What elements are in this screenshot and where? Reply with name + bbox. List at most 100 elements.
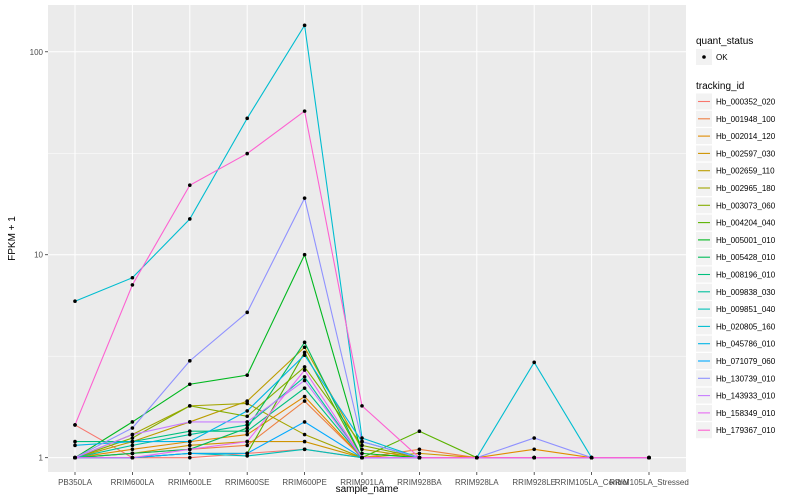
data-point [417,455,422,460]
data-point [302,252,307,257]
x-tick-label: PB350LA [58,478,92,487]
data-point [188,451,192,456]
data-point [73,423,77,427]
legend-label: Hb_002014_120 [716,132,776,141]
x-tick-label: RRIM105LA_Control [555,478,629,487]
data-point [302,365,307,369]
data-point [130,432,135,437]
plot-panel [48,5,686,472]
legend-label: OK [716,53,728,62]
legend-label: Hb_002597_030 [716,149,776,158]
data-point [302,399,307,403]
data-point [73,443,77,448]
legend: quant_status OK tracking_id Hb_000352_02… [696,36,776,439]
legend-tracking-id-items: Hb_000352_020 Hb_001948_100 Hb_002014_120 H… [696,93,776,439]
data-point [532,447,536,452]
legend-label: Hb_002965_180 [716,184,776,193]
data-point [417,429,422,434]
y-tick-label: 100 [30,48,44,57]
data-point [360,439,364,444]
data-point [188,455,192,460]
data-point [302,340,307,345]
data-point [245,439,249,444]
legend-label: Hb_002659_110 [716,167,775,176]
data-point [302,375,307,379]
data-point [302,432,307,437]
data-point [245,414,249,419]
x-tick-label: RRIM600LA [111,478,155,487]
x-tick-label: RRIM600PE [282,478,326,487]
data-point [130,275,135,280]
legend-label: Hb_158349_010 [716,409,776,418]
y-tick-label: 10 [34,251,43,260]
data-point [245,409,249,413]
data-point [130,283,135,287]
x-tick-label: RRIM901LA [340,478,384,487]
data-point [417,451,422,456]
data-point [73,455,77,460]
legend-label: Hb_005428_010 [716,253,776,262]
legend-quant-status-title: quant_status [696,36,753,47]
legend-label: Hb_003073_060 [716,201,776,210]
data-point [360,436,364,440]
data-point [302,394,307,399]
data-point [188,217,192,221]
data-point [188,183,192,188]
legend-quant-status-items: OK [696,49,728,65]
legend-label: Hb_071079_060 [716,357,776,366]
data-point [302,345,307,350]
legend-label: Hb_143933_010 [716,392,776,401]
data-point [302,353,307,357]
data-point [245,423,249,427]
data-point [475,455,479,460]
legend-label: Hb_004204_040 [716,219,776,228]
data-point [130,436,135,440]
data-point [647,455,651,460]
data-point [130,420,135,424]
data-point [302,447,307,452]
data-point [245,401,249,406]
data-point [302,368,307,372]
data-point [302,439,307,444]
data-point [360,451,364,456]
data-point [130,451,135,456]
data-point [302,196,307,200]
data-point [360,447,364,452]
data-point [245,429,249,434]
data-point [188,443,192,448]
data-point [130,439,135,444]
data-point [360,443,364,448]
data-point [245,432,249,437]
y-tick-label: 1 [39,454,44,463]
legend-label: Hb_045786_010 [716,340,776,349]
data-point [188,429,192,434]
data-point [302,350,307,355]
data-point [188,439,192,444]
x-tick-label: RRIM105LA_Stressed [609,478,689,487]
legend-tracking-id-title: tracking_id [696,81,744,92]
data-point [188,359,192,363]
data-point [188,447,192,452]
data-point [188,382,192,387]
legend-label: Hb_009838_030 [716,288,776,297]
x-tick-label: RRIM600SE [225,478,269,487]
data-point [130,447,135,452]
data-point [245,373,249,377]
minor-gridlines [48,152,686,357]
data-point [130,455,135,460]
data-point [245,151,249,156]
x-tick-label: RRIM928BA [397,478,442,487]
legend-label: Hb_130739_010 [716,374,776,383]
data-point [245,310,249,315]
y-axis: 1 10 100 [30,48,48,463]
series-points [73,23,651,460]
data-point [73,439,77,444]
data-point [245,451,249,456]
x-tick-label: RRIM928LA [455,478,499,487]
legend-label: Hb_008196_010 [716,271,776,280]
data-point [360,455,364,460]
data-point [532,360,536,365]
data-point [302,23,307,28]
x-axis-title: sample_name [336,484,399,495]
